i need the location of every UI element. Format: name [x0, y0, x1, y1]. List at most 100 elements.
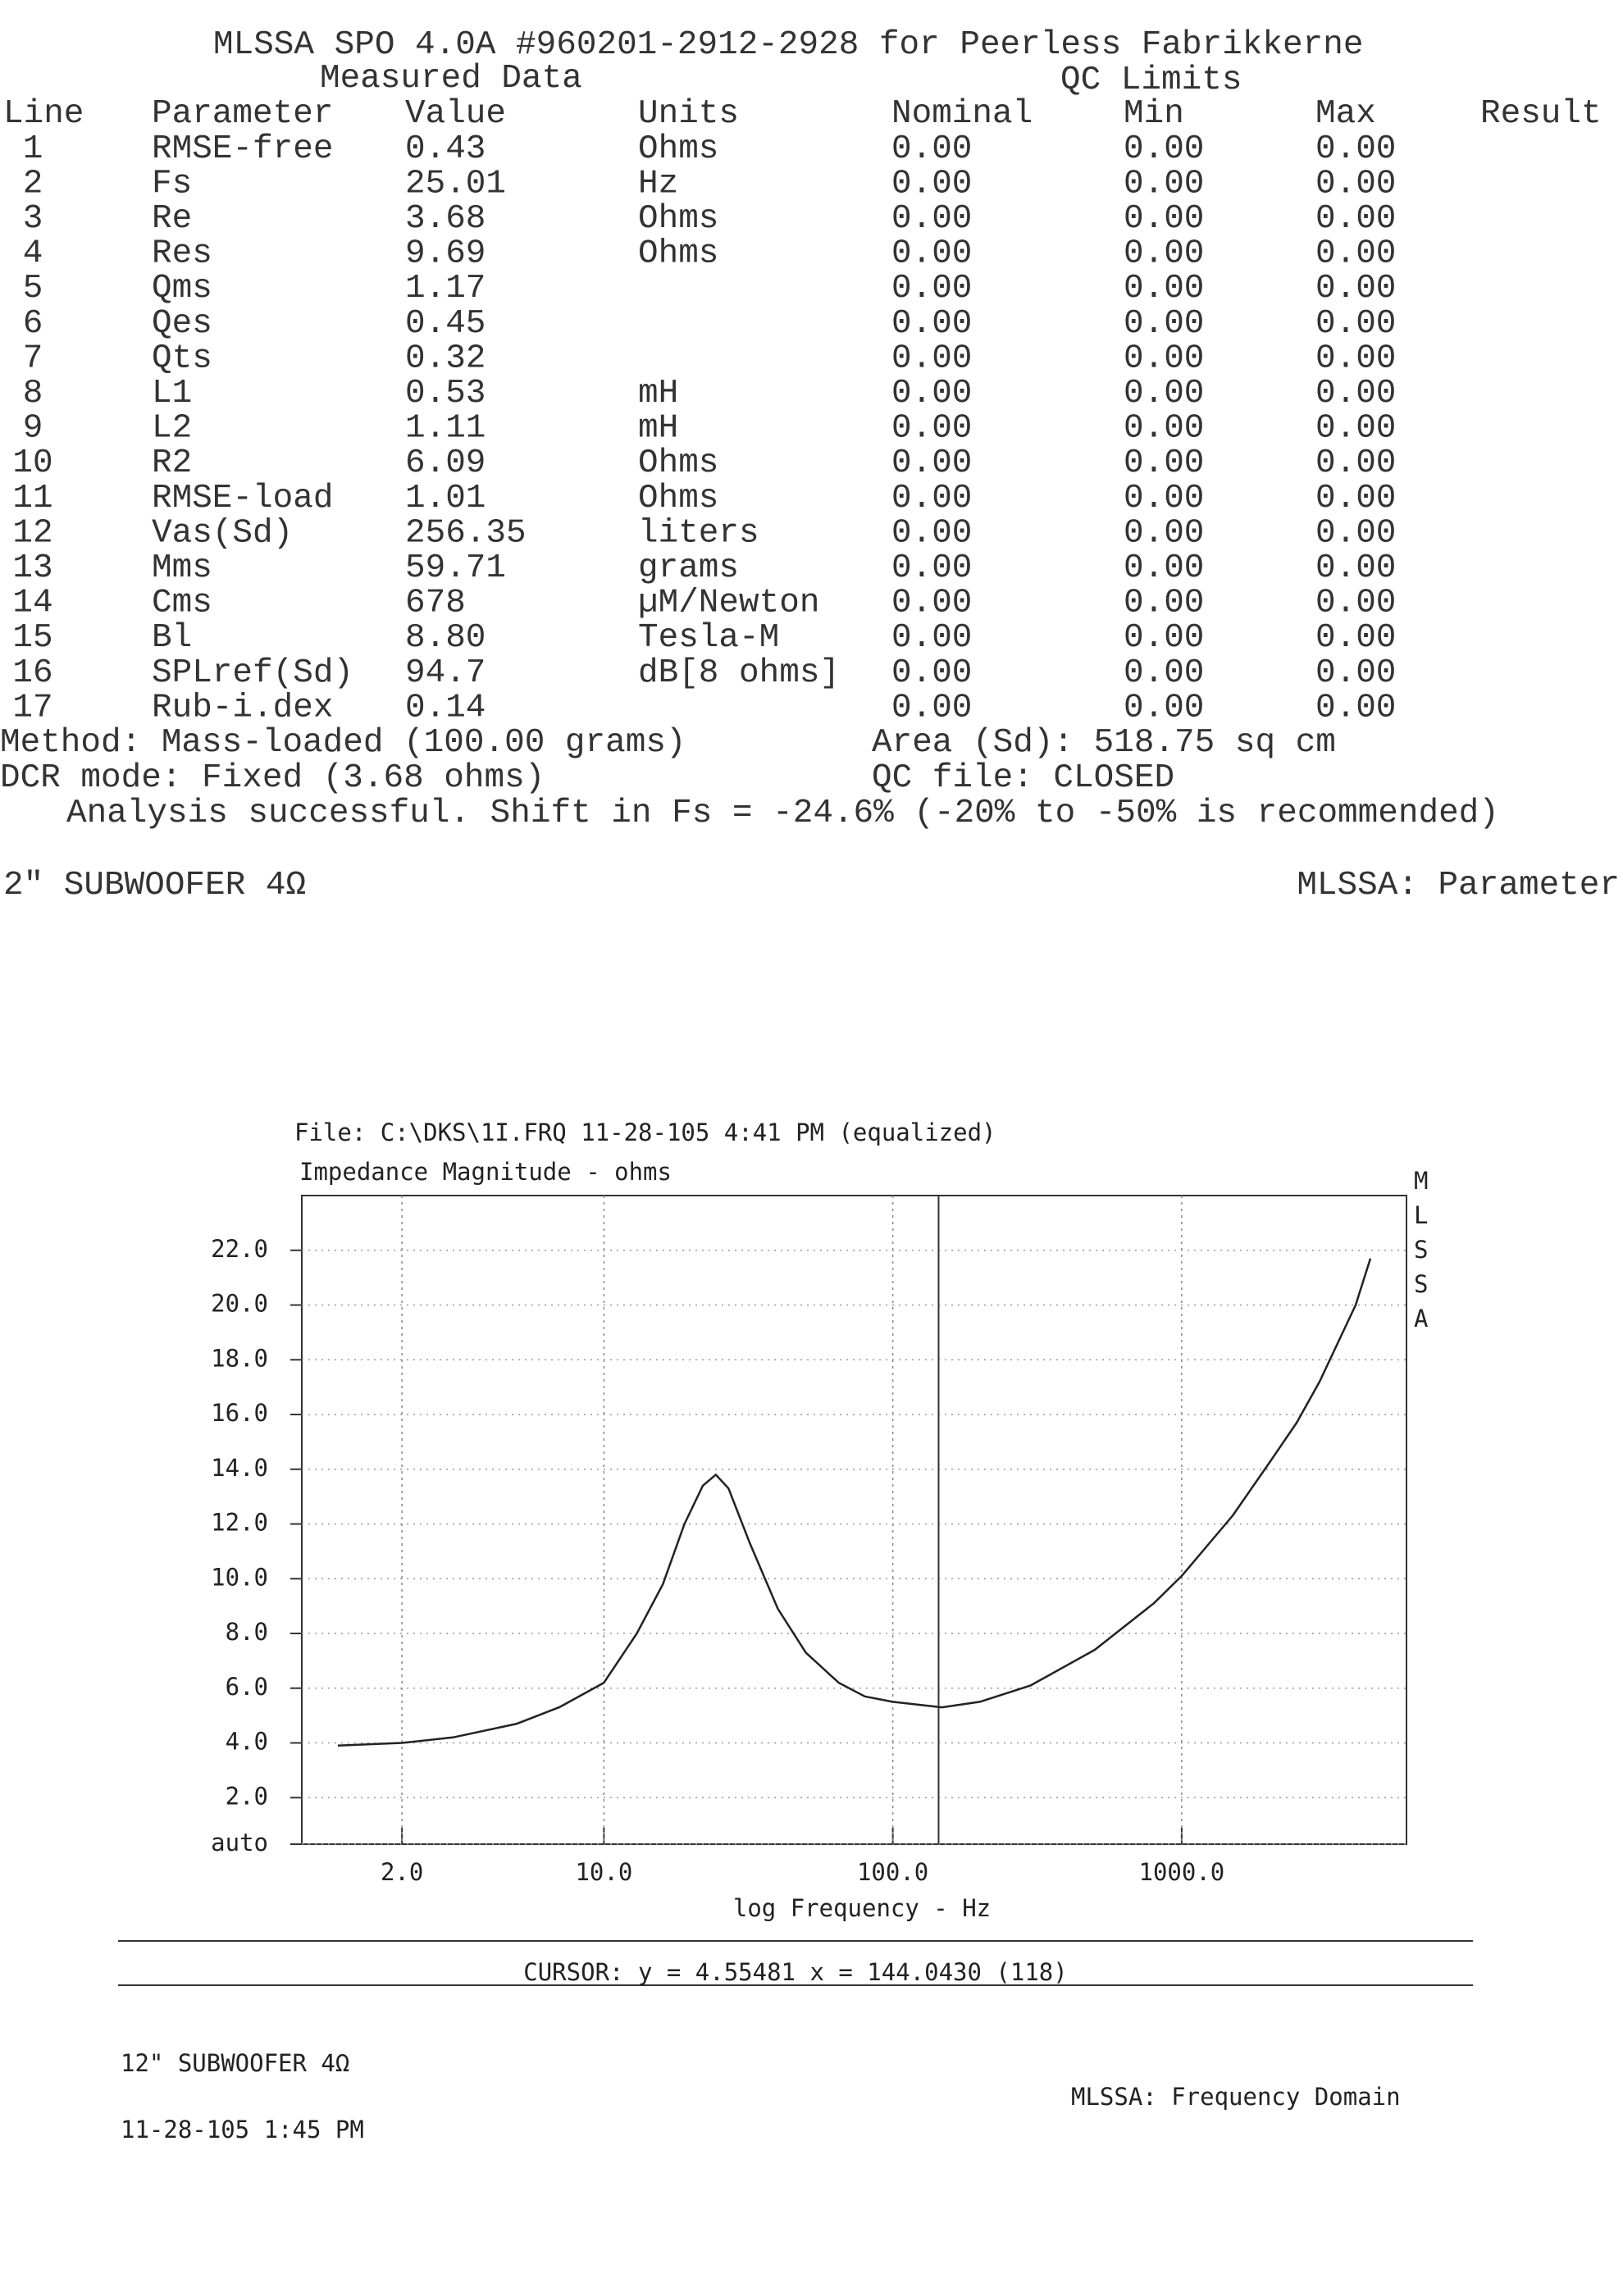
cell-units: grams — [638, 549, 739, 587]
y-tick-label: 20.0 — [211, 1290, 268, 1318]
y-axis-label: Impedance Magnitude - ohms — [299, 1158, 672, 1186]
analysis: Analysis successful. Shift in Fs = -24.6… — [66, 795, 1499, 832]
cell-parameter: Rub-i.dex — [152, 689, 333, 727]
cell-max: 0.00 — [1315, 480, 1396, 517]
cell-max: 0.00 — [1315, 270, 1396, 308]
y-tick-label: auto — [211, 1829, 268, 1856]
cell-line: 2 — [23, 165, 43, 203]
cell-parameter: RMSE-load — [152, 480, 333, 517]
cell-units: dB[8 ohms] — [638, 654, 840, 692]
cell-parameter: R2 — [152, 444, 192, 482]
cell-nominal: 0.00 — [891, 235, 972, 273]
cell-min: 0.00 — [1124, 480, 1204, 517]
cell-units: Ohms — [638, 200, 718, 238]
cell-min: 0.00 — [1124, 235, 1204, 273]
cell-max: 0.00 — [1315, 619, 1396, 657]
cell-max: 0.00 — [1315, 339, 1396, 377]
cell-nominal: 0.00 — [891, 410, 972, 448]
cell-max: 0.00 — [1315, 410, 1396, 448]
cell-value: 0.14 — [405, 689, 486, 727]
cell-nominal: 0.00 — [891, 444, 972, 482]
cell-parameter: Qms — [152, 270, 212, 308]
cell-line: 4 — [23, 235, 43, 273]
cell-value: 9.69 — [405, 235, 486, 273]
cell-max: 0.00 — [1315, 200, 1396, 238]
cell-min: 0.00 — [1124, 654, 1204, 692]
cell-nominal: 0.00 — [891, 689, 972, 727]
cell-value: 0.32 — [405, 339, 486, 377]
cell-parameter: SPLref(Sd) — [152, 654, 353, 692]
y-tick-label: 12.0 — [211, 1509, 268, 1537]
side-label: S — [1414, 1236, 1428, 1264]
side-label: L — [1414, 1201, 1428, 1229]
cell-line: 16 — [12, 654, 52, 692]
cell-nominal: 0.00 — [891, 585, 972, 622]
chart-footer-date: 11-28-105 1:45 PM — [121, 2116, 364, 2143]
area: Area (Sd): 518.75 sq cm — [872, 724, 1336, 762]
qc-heading: QC Limits — [1060, 61, 1242, 99]
cell-min: 0.00 — [1124, 444, 1204, 482]
cell-line: 3 — [23, 200, 43, 238]
qc-file: QC file: CLOSED — [872, 759, 1174, 797]
cell-max: 0.00 — [1315, 514, 1396, 552]
cell-line: 8 — [23, 375, 43, 412]
impedance-curve — [337, 1258, 1372, 1747]
cell-nominal: 0.00 — [891, 305, 972, 343]
cell-units: Ohms — [638, 235, 718, 273]
cell-max: 0.00 — [1315, 305, 1396, 343]
cell-value: 8.80 — [405, 619, 486, 657]
x-tick-label: 2.0 — [381, 1858, 423, 1886]
cell-line: 10 — [12, 444, 52, 482]
cell-min: 0.00 — [1124, 514, 1204, 552]
cell-nominal: 0.00 — [891, 514, 972, 552]
measured-heading: Measured Data — [320, 60, 582, 98]
cell-min: 0.00 — [1124, 689, 1204, 727]
cell-nominal: 0.00 — [891, 270, 972, 308]
cell-min: 0.00 — [1124, 585, 1204, 622]
column-header: Value — [405, 95, 506, 133]
cell-units: µM/Newton — [638, 585, 819, 622]
column-header: Min — [1124, 95, 1184, 133]
cell-units: Hz — [638, 165, 678, 203]
cell-min: 0.00 — [1124, 410, 1204, 448]
chart-footer-right: MLSSA: Frequency Domain — [1071, 2083, 1401, 2111]
cell-units: Ohms — [638, 130, 718, 168]
cell-nominal: 0.00 — [891, 130, 972, 168]
cell-nominal: 0.00 — [891, 654, 972, 692]
side-label: A — [1414, 1305, 1428, 1332]
column-header: Nominal — [891, 95, 1033, 133]
cell-max: 0.00 — [1315, 235, 1396, 273]
cell-max: 0.00 — [1315, 689, 1396, 727]
cell-parameter: Mms — [152, 549, 212, 587]
cell-min: 0.00 — [1124, 130, 1204, 168]
cell-line: 6 — [23, 305, 43, 343]
cell-value: 0.53 — [405, 375, 486, 412]
cell-max: 0.00 — [1315, 375, 1396, 412]
cell-parameter: Re — [152, 200, 192, 238]
side-label: S — [1414, 1270, 1428, 1298]
cell-value: 94.7 — [405, 654, 486, 692]
y-tick-label: 6.0 — [226, 1673, 268, 1701]
parameter-report: MLSSA SPO 4.0A #960201-2912-2928 for Pee… — [0, 26, 1620, 904]
cell-line: 13 — [12, 549, 52, 587]
x-axis-label: log Frequency - Hz — [733, 1894, 991, 1922]
chart-title: File: C:\DKS\1I.FRQ 11-28-105 4:41 PM (e… — [294, 1118, 996, 1146]
cell-nominal: 0.00 — [891, 375, 972, 412]
cell-max: 0.00 — [1315, 165, 1396, 203]
cell-value: 678 — [405, 585, 466, 622]
cell-parameter: Bl — [152, 619, 192, 657]
y-tick-label: 16.0 — [211, 1399, 268, 1427]
cell-value: 1.11 — [405, 410, 486, 448]
cell-line: 15 — [12, 619, 52, 657]
cell-line: 11 — [12, 480, 52, 517]
cell-line: 9 — [23, 410, 43, 448]
cell-parameter: Qes — [152, 305, 212, 343]
column-header: Result — [1480, 95, 1602, 133]
cell-value: 0.43 — [405, 130, 486, 168]
cell-min: 0.00 — [1124, 339, 1204, 377]
cell-line: 17 — [12, 689, 52, 727]
x-tick-label: 100.0 — [857, 1858, 928, 1886]
footer-left: 2" SUBWOOFER 4Ω — [3, 867, 306, 904]
